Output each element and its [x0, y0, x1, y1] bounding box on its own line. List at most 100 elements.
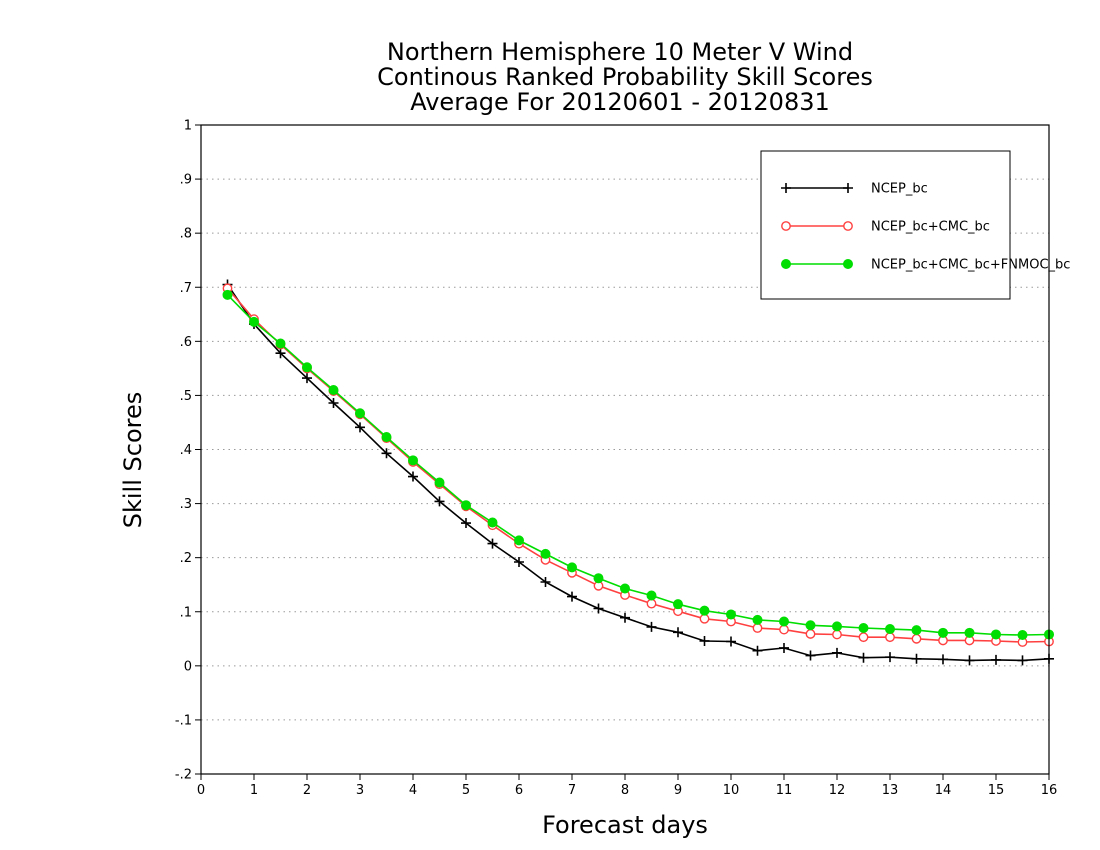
data-point — [832, 621, 842, 632]
legend-box — [760, 150, 1011, 300]
y-tick-label: .2 — [180, 551, 192, 566]
data-point — [355, 408, 365, 419]
data-point — [911, 653, 922, 664]
x-tick-label: 15 — [988, 783, 1005, 798]
y-axis-label: Skill Scores — [119, 392, 147, 529]
data-point — [752, 645, 763, 656]
data-point — [832, 629, 842, 640]
y-tick-label: .8 — [180, 227, 192, 242]
x-tick-label: 6 — [515, 783, 523, 798]
legend-entries: NCEP_bc NCEP_bc+CMC_bc NCEP_bc+CMC_bc+FNMO… — [781, 182, 1070, 273]
y-tick-label: .4 — [180, 443, 192, 458]
x-tick-label: 9 — [674, 783, 682, 798]
data-point — [275, 338, 286, 349]
x-tick-label: 0 — [197, 783, 205, 798]
data-point — [858, 652, 869, 663]
chart-title-line-3: Average For 20120601 - 20120831 — [410, 88, 830, 116]
legend-marker — [781, 183, 791, 193]
legend-marker — [843, 221, 853, 231]
x-tick-label: 1 — [250, 783, 258, 798]
data-point — [646, 590, 657, 601]
data-point — [699, 605, 710, 616]
legend-marker — [843, 183, 853, 193]
data-point — [699, 635, 710, 646]
data-point — [646, 621, 657, 632]
data-point — [408, 455, 418, 466]
legend-label: NCEP_bc+CMC_bc — [871, 220, 990, 235]
data-point — [461, 500, 471, 511]
data-point — [514, 556, 524, 567]
y-tick-label: -.1 — [175, 713, 192, 728]
data-point — [673, 627, 683, 638]
legend: NCEP_bc NCEP_bc+CMC_bc NCEP_bc+CMC_bc+FNMO… — [760, 150, 1070, 300]
data-point — [779, 624, 789, 635]
legend-marker — [781, 259, 791, 269]
legend-entry: NCEP_bc — [781, 182, 928, 197]
data-point — [302, 373, 312, 384]
tick-layer: -.2-.10.1.2.3.4.5.6.7.8.910 1 2 3 4 5 6 7 8 9 10 11… — [175, 119, 1057, 799]
y-tick-label: .5 — [180, 389, 192, 404]
data-point — [487, 517, 498, 528]
data-point — [991, 654, 1001, 665]
data-point — [673, 599, 683, 610]
data-point — [885, 632, 895, 643]
chart-title-line-1: Northern Hemisphere 10 Meter V Wind — [387, 38, 853, 66]
x-tick-label: 11 — [776, 783, 793, 798]
data-point — [593, 573, 604, 584]
data-point — [858, 632, 869, 643]
data-point — [487, 538, 498, 549]
x-tick-label: 2 — [303, 783, 311, 798]
y-tick-label: .7 — [180, 281, 192, 296]
data-point — [805, 650, 816, 661]
series-layer — [222, 279, 1054, 666]
data-point — [593, 603, 604, 614]
x-tick-label: 16 — [1041, 783, 1058, 798]
data-point — [1017, 655, 1028, 666]
data-point — [381, 448, 392, 459]
data-point — [779, 642, 789, 653]
legend-marker — [843, 259, 853, 269]
data-point — [302, 362, 312, 373]
x-tick-label: 13 — [882, 783, 899, 798]
data-point — [646, 598, 657, 609]
data-point — [885, 652, 895, 663]
x-tick-label: 4 — [409, 783, 417, 798]
data-point — [885, 624, 895, 635]
data-point — [434, 477, 445, 488]
data-point — [911, 633, 922, 644]
data-point — [567, 591, 577, 602]
data-point — [726, 609, 736, 620]
data-point — [381, 432, 392, 443]
data-point — [434, 496, 445, 507]
data-point — [328, 397, 339, 408]
data-point — [620, 583, 630, 594]
data-point — [540, 577, 551, 588]
data-point — [938, 654, 948, 665]
y-tick-label: .6 — [180, 335, 192, 350]
data-point — [328, 385, 339, 396]
y-tick-label: .1 — [180, 605, 192, 620]
data-point — [699, 613, 710, 624]
x-tick-label: 12 — [829, 783, 846, 798]
legend-entry: NCEP_bc+CMC_bc+FNMOC_bc — [781, 258, 1070, 273]
data-point — [222, 289, 233, 300]
data-point — [858, 622, 869, 633]
data-point — [832, 647, 842, 658]
series-line — [226, 294, 1050, 636]
x-tick-label: 8 — [621, 783, 629, 798]
legend-label: NCEP_bc — [871, 182, 928, 197]
data-point — [355, 422, 365, 433]
data-point — [461, 518, 471, 529]
x-tick-label: 5 — [462, 783, 470, 798]
legend-entry: NCEP_bc+CMC_bc — [781, 220, 990, 235]
data-point — [911, 625, 922, 636]
y-tick-label: .3 — [180, 497, 192, 512]
data-point — [938, 627, 948, 638]
x-axis-label: Forecast days — [542, 811, 708, 839]
data-point — [964, 655, 975, 666]
data-point — [752, 614, 763, 625]
data-point — [540, 548, 551, 559]
data-point — [805, 629, 816, 639]
data-point — [991, 629, 1001, 640]
